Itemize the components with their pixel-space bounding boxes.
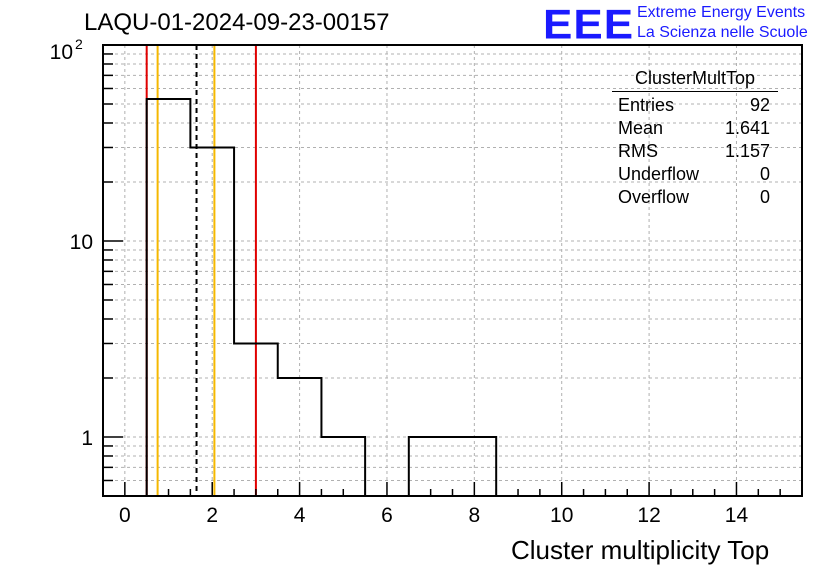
stats-row-overflow: Overflow 0 <box>612 186 778 209</box>
stats-value: 1.157 <box>724 141 770 161</box>
stats-value: 0 <box>759 187 770 207</box>
x-axis-label: Cluster multiplicity Top <box>511 535 770 565</box>
stats-row-rms: RMS 1.157 <box>612 140 778 163</box>
x-tick-label: 14 <box>725 504 749 527</box>
stats-value: 92 <box>749 95 770 115</box>
y-tick-label: 10 <box>50 41 73 64</box>
x-tick-label: 10 <box>550 504 573 527</box>
stats-label: Entries <box>618 95 675 115</box>
marker-lines <box>145 45 257 496</box>
stats-value: 1.641 <box>724 118 770 138</box>
stats-row-underflow: Underflow 0 <box>612 163 778 186</box>
stats-label: Overflow <box>618 187 690 207</box>
x-tick-label: 12 <box>637 504 660 527</box>
stats-row-entries: Entries 92 <box>612 94 778 117</box>
x-tick-label: 2 <box>206 504 218 527</box>
histogram-bin <box>147 99 191 496</box>
logo-line-1: Extreme Energy Events <box>637 4 806 21</box>
y-tick-exponent: 2 <box>75 36 83 52</box>
stats-label: Underflow <box>618 164 700 184</box>
stats-label: RMS <box>618 141 658 161</box>
x-tick-label: 6 <box>381 504 393 527</box>
grid-lines <box>103 44 802 497</box>
y-tick-label: 10 <box>70 231 93 254</box>
x-tick-label: 4 <box>294 504 306 527</box>
stats-title: ClusterMultTop <box>612 68 778 92</box>
stats-label: Mean <box>618 118 664 138</box>
x-tick-label: 8 <box>469 504 481 527</box>
plot-title: LAQU-01-2024-09-23-00157 <box>84 9 390 36</box>
logo-line-2: La Scienza nelle Scuole <box>637 24 808 41</box>
x-tick-label: 0 <box>119 504 131 527</box>
stats-row-mean: Mean 1.641 <box>612 117 778 140</box>
eee-logo: EEE <box>543 1 635 48</box>
y-tick-label: 1 <box>81 427 93 450</box>
stats-box: ClusterMultTop Entries 92 Mean 1.641 RMS… <box>612 68 778 209</box>
stats-value: 0 <box>759 164 770 184</box>
